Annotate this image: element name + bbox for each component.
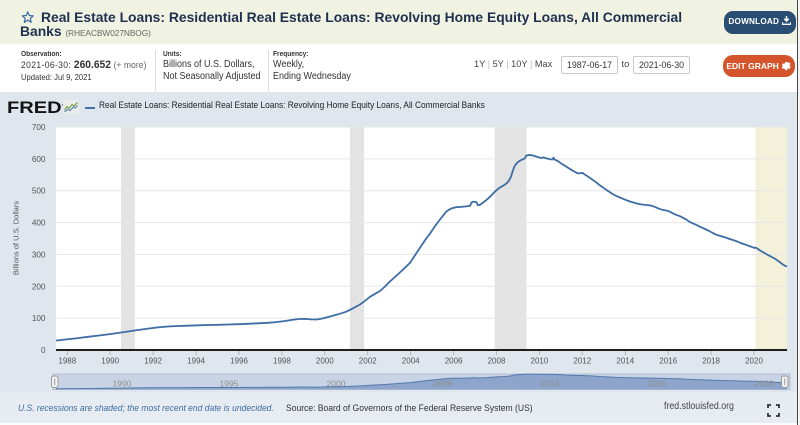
svg-text:2010: 2010	[531, 357, 549, 366]
svg-text:400: 400	[32, 219, 46, 228]
svg-text:2016: 2016	[659, 357, 677, 366]
svg-text:2012: 2012	[573, 357, 591, 366]
svg-text:0: 0	[41, 346, 46, 355]
svg-text:500: 500	[32, 187, 46, 196]
svg-text:2006: 2006	[445, 357, 463, 366]
svg-text:2014: 2014	[616, 357, 634, 366]
svg-text:1998: 1998	[273, 357, 291, 366]
svg-text:2000: 2000	[316, 357, 334, 366]
svg-text:2020: 2020	[755, 379, 774, 389]
svg-text:2010: 2010	[541, 379, 560, 389]
svg-text:200: 200	[32, 282, 46, 291]
svg-text:600: 600	[32, 155, 46, 164]
svg-text:700: 700	[32, 123, 46, 132]
svg-text:2000: 2000	[327, 379, 346, 389]
svg-text:1994: 1994	[187, 357, 205, 366]
svg-text:100: 100	[32, 314, 46, 323]
svg-text:2002: 2002	[359, 357, 377, 366]
svg-text:1990: 1990	[101, 357, 119, 366]
svg-text:1996: 1996	[230, 357, 248, 366]
svg-text:300: 300	[32, 250, 46, 259]
svg-text:2018: 2018	[702, 357, 720, 366]
svg-text:Billions of U.S. Dollars: Billions of U.S. Dollars	[12, 201, 21, 275]
svg-text:1995: 1995	[220, 379, 239, 389]
svg-text:2020: 2020	[745, 357, 763, 366]
svg-text:2015: 2015	[648, 379, 667, 389]
svg-text:2008: 2008	[488, 357, 506, 366]
svg-text:2004: 2004	[402, 357, 420, 366]
svg-text:1992: 1992	[144, 357, 162, 366]
svg-text:1990: 1990	[113, 379, 132, 389]
svg-text:1988: 1988	[58, 357, 76, 366]
svg-text:2005: 2005	[434, 379, 453, 389]
